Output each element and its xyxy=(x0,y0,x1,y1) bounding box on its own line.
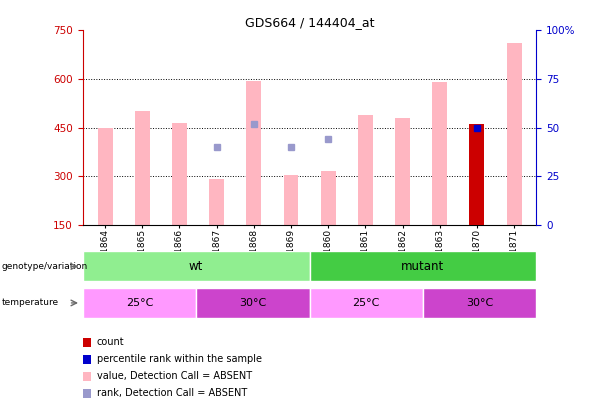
Bar xyxy=(97,128,113,225)
Bar xyxy=(423,288,536,318)
Bar xyxy=(506,43,522,225)
Text: mutant: mutant xyxy=(402,260,444,273)
Bar xyxy=(395,118,410,225)
Text: genotype/variation: genotype/variation xyxy=(1,262,88,271)
Bar xyxy=(321,171,335,225)
Bar xyxy=(196,288,310,318)
Bar xyxy=(284,175,299,225)
Bar xyxy=(470,124,484,225)
Bar xyxy=(83,251,310,281)
Bar xyxy=(172,123,187,225)
Text: wt: wt xyxy=(189,260,204,273)
Title: GDS664 / 144404_at: GDS664 / 144404_at xyxy=(245,16,375,29)
Text: 25°C: 25°C xyxy=(126,298,153,308)
Text: 25°C: 25°C xyxy=(352,298,380,308)
Bar xyxy=(432,82,447,225)
Bar xyxy=(135,111,150,225)
Bar xyxy=(83,288,196,318)
Bar xyxy=(310,288,423,318)
Bar xyxy=(209,179,224,225)
Text: 30°C: 30°C xyxy=(466,298,493,308)
Bar xyxy=(246,81,261,225)
Text: 30°C: 30°C xyxy=(239,298,267,308)
Text: percentile rank within the sample: percentile rank within the sample xyxy=(97,354,262,364)
Bar xyxy=(310,251,536,281)
Bar xyxy=(358,115,373,225)
Text: value, Detection Call = ABSENT: value, Detection Call = ABSENT xyxy=(97,371,252,381)
Text: rank, Detection Call = ABSENT: rank, Detection Call = ABSENT xyxy=(97,388,247,398)
Text: count: count xyxy=(97,337,124,347)
Text: temperature: temperature xyxy=(1,298,58,307)
